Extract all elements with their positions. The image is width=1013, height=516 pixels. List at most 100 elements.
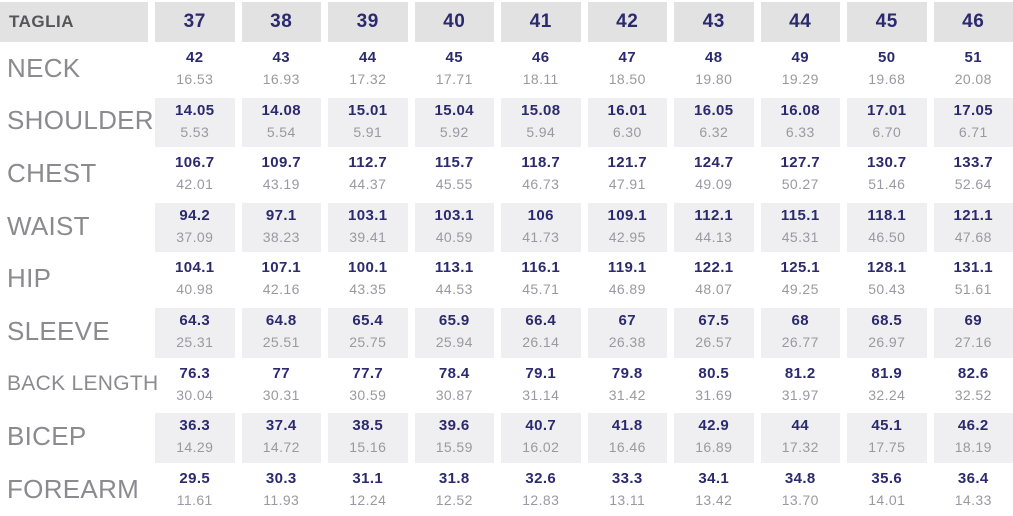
inch-value: 46.89: [608, 281, 646, 298]
inch-value: 19.29: [781, 71, 819, 87]
size-cell: 43 16.93: [242, 42, 322, 95]
cm-value: 103.1: [434, 206, 475, 224]
size-cell: 78.4 30.87: [415, 358, 495, 411]
size-cell: 65.9 25.94: [414, 304, 494, 358]
cm-value: 67: [618, 311, 636, 329]
size-cell: 94.2 37.09: [155, 199, 235, 253]
size-cell: 79.8 31.42: [588, 358, 668, 411]
inch-value: 32.52: [954, 386, 992, 403]
inch-value: 6.70: [872, 123, 902, 140]
size-cell: 17.01 6.70: [847, 94, 927, 148]
cm-value: 42: [186, 49, 204, 66]
cm-value: 118.1: [867, 206, 907, 224]
size-cell: 80.5 31.69: [674, 358, 754, 411]
inch-value: 16.89: [695, 439, 733, 456]
inch-value: 43.35: [349, 281, 387, 298]
inch-value: 15.16: [349, 439, 387, 456]
size-cell: 42.9 16.89: [674, 410, 754, 463]
inch-value: 45.55: [435, 176, 473, 193]
cm-value: 64.8: [265, 311, 297, 329]
size-cell: 115.7 45.55: [415, 147, 495, 200]
inch-value: 25.75: [349, 333, 387, 350]
size-cell: 67.5 26.57: [674, 304, 754, 358]
row-label: BACK LENGTH: [7, 371, 159, 395]
inch-value: 5.91: [353, 123, 383, 140]
inch-value: 49.25: [781, 281, 819, 298]
inch-value: 45.31: [781, 228, 819, 245]
size-cell: 44 17.32: [328, 42, 408, 95]
cm-value: 128.1: [866, 259, 907, 277]
inch-value: 49.09: [695, 176, 733, 193]
inch-value: 31.42: [608, 386, 646, 403]
cm-value: 43: [272, 49, 290, 66]
size-cell: 47 18.50: [588, 42, 668, 95]
size-cell: 34.8 13.70: [761, 463, 841, 516]
size-cell: 97.1 38.23: [241, 199, 321, 253]
cm-value: 65.9: [438, 311, 470, 329]
size-cell: 51 20.08: [934, 42, 1013, 95]
row-label: SHOULDER: [7, 105, 154, 136]
inch-value: 18.50: [608, 71, 646, 87]
size-cell: 76.3 30.04: [155, 358, 235, 411]
inch-value: 40.98: [176, 281, 214, 298]
inch-value: 13.70: [781, 491, 819, 508]
cm-value: 69: [964, 311, 982, 329]
size-cell: 36.3 14.29: [155, 410, 235, 463]
inch-value: 31.14: [522, 386, 560, 403]
cm-value: 15.08: [520, 101, 561, 119]
inch-value: 26.38: [608, 333, 646, 350]
cm-value: 41.8: [611, 417, 643, 435]
size-cell: 64.8 25.51: [241, 304, 321, 358]
size-cell: 77 30.31: [242, 358, 322, 411]
inch-value: 19.68: [868, 71, 906, 87]
cm-value: 121.1: [953, 206, 994, 224]
size-cell: 100.1 43.35: [328, 252, 408, 305]
size-cell: 39.6 15.59: [414, 410, 494, 463]
size-cell: 15.08 5.94: [501, 94, 581, 148]
cm-value: 68: [791, 311, 809, 329]
cm-value: 14.08: [261, 101, 302, 119]
cm-value: 34.1: [698, 469, 730, 487]
cm-value: 46.2: [957, 417, 989, 435]
row-label: CHEST: [7, 157, 97, 188]
inch-value: 43.19: [262, 176, 300, 193]
size-cell: 34.1 13.42: [674, 463, 754, 516]
cm-value: 66.4: [525, 311, 557, 329]
cm-value: 77.7: [352, 364, 384, 382]
size-cell: 40.7 16.02: [501, 410, 581, 463]
cm-value: 39.6: [438, 417, 470, 435]
cm-value: 122.1: [693, 259, 734, 277]
inch-value: 6.32: [699, 123, 729, 140]
size-cell: 32.6 12.83: [501, 463, 581, 516]
cm-value: 97.1: [265, 206, 297, 224]
cm-value: 16.01: [607, 101, 648, 119]
cm-value: 109.1: [607, 206, 648, 224]
cm-value: 77: [272, 364, 290, 382]
size-cell: 104.1 40.98: [155, 252, 235, 305]
cm-value: 48: [705, 49, 723, 66]
size-column-header: 42: [587, 2, 667, 42]
size-cell: 14.05 5.53: [155, 94, 235, 148]
inch-value: 17.32: [781, 439, 819, 456]
size-cell: 68 26.77: [760, 304, 840, 358]
size-cell: 122.1 48.07: [674, 252, 754, 305]
size-cell: 14.08 5.54: [241, 94, 321, 148]
size-cell: 103.1 40.59: [414, 199, 494, 253]
inch-value: 45.71: [522, 281, 560, 298]
size-cell: 130.7 51.46: [847, 147, 927, 200]
cm-value: 45.1: [871, 417, 903, 435]
size-cell: 116.1 45.71: [501, 252, 581, 305]
inch-value: 26.77: [781, 333, 819, 350]
inch-value: 11.61: [176, 491, 213, 508]
size-cell: 35.6 14.01: [847, 463, 927, 516]
cm-value: 47: [618, 49, 636, 66]
cm-value: 115.7: [434, 154, 474, 172]
size-cell: 109.7 43.19: [242, 147, 322, 200]
size-cell: 50 19.68: [847, 42, 927, 95]
inch-value: 31.69: [695, 386, 733, 403]
size-cell: 125.1 49.25: [761, 252, 841, 305]
inch-value: 46.73: [522, 176, 560, 193]
cm-value: 113.1: [434, 259, 474, 277]
inch-value: 5.94: [526, 123, 556, 140]
